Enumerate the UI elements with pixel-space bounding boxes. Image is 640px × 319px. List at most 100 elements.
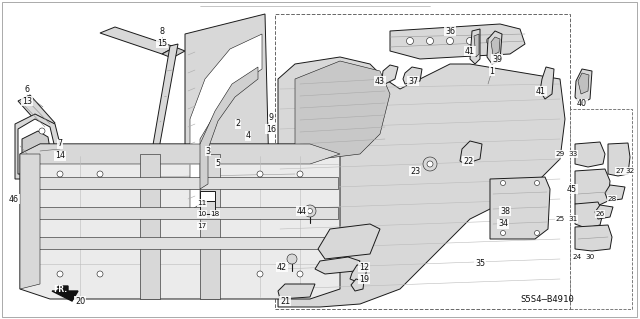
- Text: 44: 44: [297, 206, 307, 216]
- Text: 40: 40: [577, 100, 587, 108]
- Polygon shape: [148, 44, 178, 174]
- Circle shape: [27, 164, 33, 170]
- Polygon shape: [382, 65, 398, 84]
- Text: 11: 11: [197, 200, 207, 206]
- Polygon shape: [575, 225, 612, 251]
- Polygon shape: [200, 154, 220, 299]
- Polygon shape: [390, 24, 525, 59]
- Circle shape: [500, 181, 506, 186]
- Polygon shape: [608, 143, 630, 176]
- Polygon shape: [25, 177, 338, 189]
- Polygon shape: [185, 14, 270, 219]
- Polygon shape: [15, 114, 60, 179]
- Circle shape: [307, 209, 312, 213]
- Text: 35: 35: [475, 259, 485, 269]
- Text: 30: 30: [586, 254, 595, 260]
- Polygon shape: [140, 154, 160, 299]
- Polygon shape: [351, 279, 364, 291]
- Circle shape: [427, 161, 433, 167]
- Circle shape: [406, 38, 413, 44]
- Circle shape: [486, 38, 493, 44]
- Polygon shape: [474, 34, 479, 57]
- Text: 46: 46: [9, 195, 19, 204]
- Polygon shape: [540, 67, 554, 99]
- Polygon shape: [295, 61, 390, 159]
- Text: 25: 25: [556, 216, 564, 222]
- Text: 23: 23: [410, 167, 420, 175]
- Text: 36: 36: [445, 26, 455, 35]
- Text: 28: 28: [607, 196, 616, 202]
- Text: 19: 19: [359, 275, 369, 284]
- Text: 41: 41: [536, 86, 546, 95]
- Circle shape: [39, 128, 45, 134]
- Polygon shape: [52, 286, 78, 301]
- Circle shape: [257, 171, 263, 177]
- Text: 4: 4: [246, 131, 250, 140]
- Circle shape: [467, 38, 474, 44]
- Polygon shape: [490, 177, 550, 239]
- Circle shape: [97, 271, 103, 277]
- Polygon shape: [200, 191, 215, 201]
- Text: 43: 43: [375, 77, 385, 85]
- Text: 5: 5: [216, 159, 221, 167]
- Polygon shape: [575, 202, 603, 228]
- Text: 22: 22: [463, 157, 473, 166]
- Text: 34: 34: [498, 219, 508, 228]
- Text: 18: 18: [211, 211, 220, 217]
- Text: 3: 3: [205, 146, 211, 155]
- Circle shape: [97, 171, 103, 177]
- Circle shape: [287, 254, 297, 264]
- Circle shape: [423, 157, 437, 171]
- Text: 17: 17: [197, 223, 207, 229]
- Polygon shape: [470, 29, 480, 64]
- Circle shape: [534, 231, 540, 235]
- Text: 31: 31: [568, 216, 578, 222]
- Text: 1: 1: [490, 66, 495, 76]
- Polygon shape: [20, 144, 340, 164]
- Text: FR.: FR.: [53, 285, 67, 293]
- Text: 6: 6: [24, 85, 29, 93]
- Text: 37: 37: [408, 77, 418, 85]
- Polygon shape: [403, 67, 422, 84]
- Polygon shape: [25, 207, 338, 219]
- Text: 29: 29: [556, 151, 564, 157]
- Text: 14: 14: [55, 152, 65, 160]
- Text: 38: 38: [500, 206, 510, 216]
- Polygon shape: [200, 201, 215, 214]
- Text: 16: 16: [266, 124, 276, 133]
- Polygon shape: [100, 27, 175, 54]
- Polygon shape: [18, 119, 54, 174]
- Text: 8: 8: [159, 26, 164, 35]
- Circle shape: [304, 205, 316, 217]
- Bar: [275, 14, 570, 309]
- Polygon shape: [318, 224, 380, 259]
- Text: 33: 33: [568, 151, 578, 157]
- Text: 10: 10: [197, 211, 207, 217]
- Polygon shape: [575, 69, 592, 104]
- Circle shape: [447, 38, 454, 44]
- Polygon shape: [148, 171, 298, 184]
- Circle shape: [500, 231, 506, 235]
- Text: 39: 39: [492, 55, 502, 63]
- Polygon shape: [162, 47, 185, 58]
- Text: 20: 20: [75, 296, 85, 306]
- Text: 24: 24: [572, 254, 582, 260]
- Text: 26: 26: [595, 211, 605, 217]
- Circle shape: [297, 171, 303, 177]
- Text: 27: 27: [616, 168, 625, 174]
- Bar: [570, 109, 632, 309]
- Polygon shape: [18, 95, 55, 129]
- Text: 41: 41: [465, 47, 475, 56]
- Text: 2: 2: [236, 120, 241, 129]
- Polygon shape: [578, 73, 589, 94]
- Polygon shape: [25, 237, 338, 249]
- Polygon shape: [350, 265, 367, 281]
- Polygon shape: [487, 31, 502, 64]
- Polygon shape: [595, 205, 613, 219]
- Polygon shape: [200, 67, 258, 189]
- Polygon shape: [278, 284, 315, 299]
- Circle shape: [257, 271, 263, 277]
- Circle shape: [426, 38, 433, 44]
- Polygon shape: [20, 144, 340, 299]
- Circle shape: [534, 181, 540, 186]
